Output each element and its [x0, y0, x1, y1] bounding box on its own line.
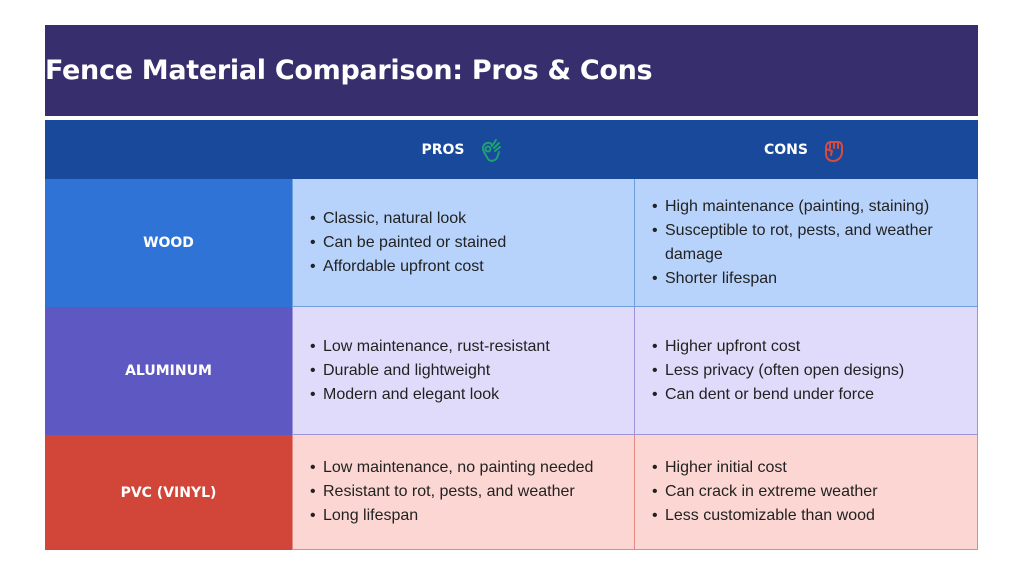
cons-cell: Higher initial cost Can crack in extreme… — [634, 435, 978, 550]
list-item: Long lifespan — [310, 504, 593, 528]
row-label: ALUMINUM — [45, 307, 292, 435]
page-title: Fence Material Comparison: Pros & Cons — [45, 55, 653, 86]
cons-header-label: CONS — [764, 141, 808, 158]
list-item: Can dent or bend under force — [652, 383, 904, 407]
pros-cell: Low maintenance, rust-resistant Durable … — [292, 307, 634, 435]
list-item: Low maintenance, no painting needed — [310, 456, 593, 480]
list-item: Less privacy (often open designs) — [652, 359, 904, 383]
cons-list: Higher upfront cost Less privacy (often … — [635, 335, 904, 407]
comparison-table: Fence Material Comparison: Pros & Cons P… — [45, 25, 978, 550]
cons-cell: Higher upfront cost Less privacy (often … — [634, 307, 978, 435]
pros-list: Low maintenance, rust-resistant Durable … — [293, 335, 550, 407]
row-label: WOOD — [45, 179, 292, 307]
ok-hand-icon — [481, 138, 501, 162]
list-item: Resistant to rot, pests, and weather — [310, 480, 593, 504]
list-item: Higher upfront cost — [652, 335, 904, 359]
list-item: Can be painted or stained — [310, 231, 506, 255]
list-item: Modern and elegant look — [310, 383, 550, 407]
title-bar: Fence Material Comparison: Pros & Cons — [45, 25, 978, 116]
pros-header-label: PROS — [421, 141, 465, 158]
table-row: WOOD Classic, natural look Can be painte… — [45, 179, 978, 307]
fist-icon — [824, 140, 843, 162]
pros-header: PROS — [292, 120, 634, 179]
row-label: PVC (VINYL) — [45, 435, 292, 550]
list-item: Durable and lightweight — [310, 359, 550, 383]
list-item: Affordable upfront cost — [310, 255, 506, 279]
list-item: Can crack in extreme weather — [652, 480, 878, 504]
table-row: ALUMINUM Low maintenance, rust-resistant… — [45, 307, 978, 435]
pros-cell: Classic, natural look Can be painted or … — [292, 179, 634, 307]
pros-list: Classic, natural look Can be painted or … — [293, 207, 506, 279]
table-row: PVC (VINYL) Low maintenance, no painting… — [45, 435, 978, 550]
cons-cell: High maintenance (painting, staining) Su… — [634, 179, 978, 307]
pros-cell: Low maintenance, no painting needed Resi… — [292, 435, 634, 550]
pros-list: Low maintenance, no painting needed Resi… — [293, 456, 593, 528]
list-item: Higher initial cost — [652, 456, 878, 480]
list-item: Classic, natural look — [310, 207, 506, 231]
cons-list: High maintenance (painting, staining) Su… — [635, 195, 977, 291]
header-row: PROS CONS — [45, 120, 978, 179]
list-item: Less customizable than wood — [652, 504, 878, 528]
list-item: Shorter lifespan — [652, 267, 957, 291]
cons-list: Higher initial cost Can crack in extreme… — [635, 456, 878, 528]
list-item: Susceptible to rot, pests, and weather d… — [652, 219, 957, 267]
list-item: High maintenance (painting, staining) — [652, 195, 957, 219]
list-item: Low maintenance, rust-resistant — [310, 335, 550, 359]
cons-header: CONS — [634, 120, 978, 179]
